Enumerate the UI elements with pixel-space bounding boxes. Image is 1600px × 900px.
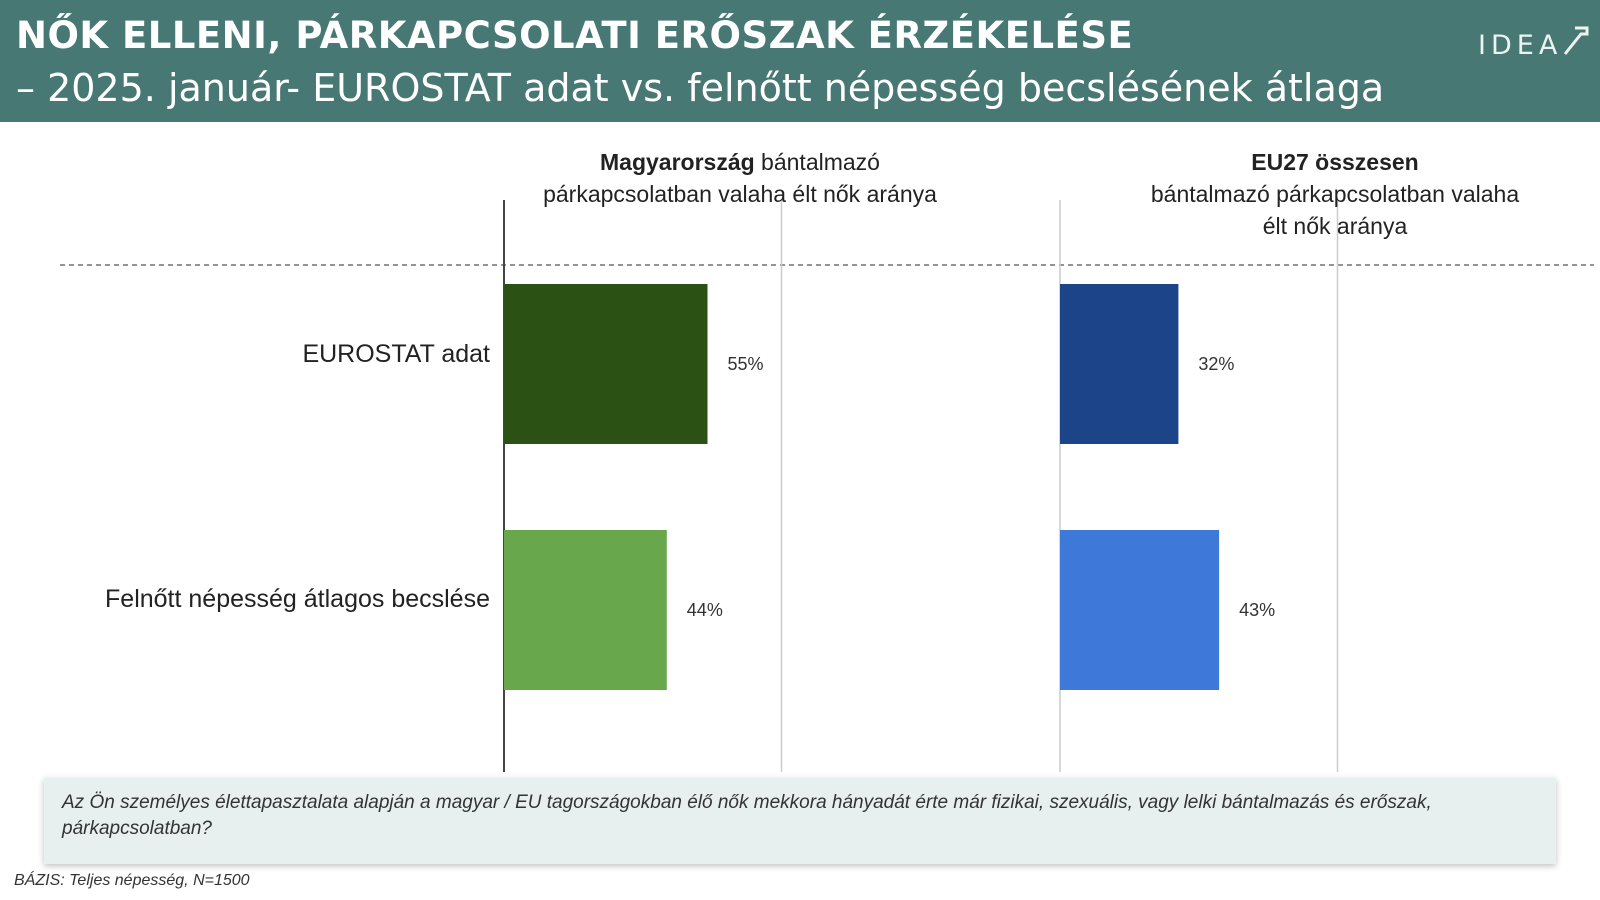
panel-title-eu27-rest: bántalmazó párkapcsolatban valaha élt nő… (1150, 181, 1520, 239)
category-label-eurostat: EUROSTAT adat (302, 340, 490, 368)
page-subtitle: – 2025. január- EUROSTAT adat vs. felnőt… (16, 66, 1385, 110)
idea-logo: IDEA (1478, 30, 1563, 61)
panel-title-hungary-rest: bántalmazó párkapcsolatban valaha élt nő… (543, 149, 937, 207)
page-title: NŐK ELLENI, PÁRKAPCSOLATI ERŐSZAK ÉRZÉKE… (16, 14, 1134, 57)
panel-title-eu27: EU27 összesen bántalmazó párkapcsolatban … (1150, 146, 1520, 242)
question-text: Az Ön személyes élettapasztalata alapján… (62, 792, 1432, 839)
bar-chart: 55% 44% 32% 43% Magyarország bántalmazó pár… (0, 122, 1600, 772)
bar (504, 530, 667, 690)
logo-mark-icon (1563, 26, 1589, 55)
bar-value-label: 32% (1198, 354, 1234, 374)
panel-title-eu27-bold: EU27 összesen (1251, 149, 1419, 175)
question-box: Az Ön személyes élettapasztalata alapján… (44, 778, 1556, 864)
bar-value-label: 44% (687, 600, 723, 620)
panel-title-hungary-bold: Magyarország (600, 149, 755, 175)
panel-title-hungary: Magyarország bántalmazó párkapcsolatban … (540, 146, 940, 210)
category-label-estimate: Felnőtt népesség átlagos becslése (105, 585, 490, 613)
base-note: BÁZIS: Teljes népesség, N=1500 (14, 872, 250, 889)
bar-value-label: 43% (1239, 600, 1275, 620)
bar (1060, 284, 1179, 444)
chart-svg: 55% 44% 32% 43% (60, 200, 1594, 772)
bar-value-label: 55% (728, 354, 764, 374)
bar (504, 284, 708, 444)
bar (1060, 530, 1220, 690)
header-bar: NŐK ELLENI, PÁRKAPCSOLATI ERŐSZAK ÉRZÉKE… (0, 0, 1600, 122)
